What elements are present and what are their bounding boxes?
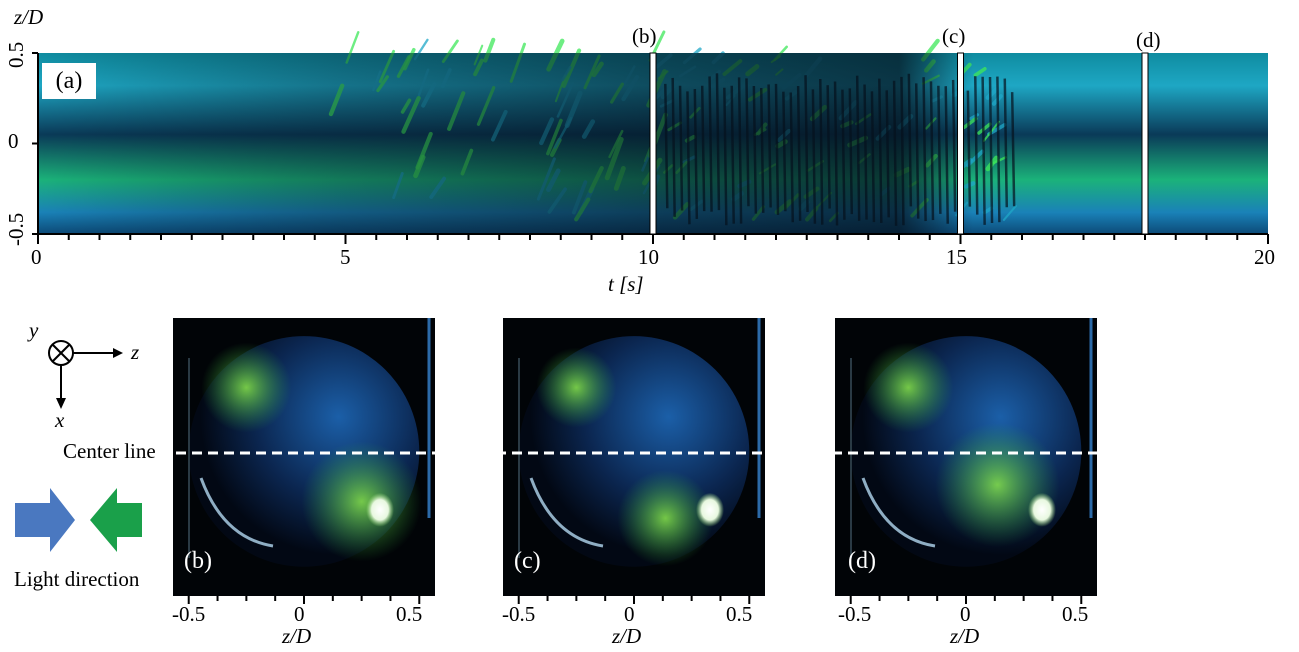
- blue-light-arrow-icon: [15, 488, 75, 552]
- snapshot-b-tick-neg: -0.5: [172, 602, 206, 626]
- snapshot-b-tick-zero: 0: [294, 602, 305, 626]
- green-dye-region: [201, 342, 292, 433]
- bright-spot: [1027, 492, 1056, 527]
- snapshot-b-axis-label: z/D: [282, 624, 312, 648]
- snapshot-d-axis-label: z/D: [950, 624, 980, 648]
- panel-a-x-axis-label: t [s]: [608, 274, 644, 295]
- snapshot-c-tick-neg: -0.5: [502, 602, 536, 626]
- orientation-x-label: x: [55, 408, 65, 432]
- marker-bar: [957, 52, 964, 235]
- marker-label-d: (d): [1136, 28, 1161, 52]
- x-tick-label-15: 15: [946, 245, 967, 269]
- panel-a-y-axis-label: z/D: [14, 5, 44, 29]
- green-dye-region: [935, 422, 1060, 547]
- light-direction-label: Light direction: [14, 567, 140, 591]
- y-tick-label-bottom: -0.5: [4, 212, 28, 246]
- green-dye-region: [301, 441, 422, 562]
- wall-reflection: [529, 477, 604, 548]
- x-axis-ticks: [37, 234, 1269, 244]
- x-tick-label-20: 20: [1254, 245, 1275, 269]
- y-tick-label-top: 0.5: [4, 41, 28, 68]
- green-light-arrow-icon: [90, 488, 142, 552]
- green-dye-region: [863, 342, 954, 433]
- panel-a-plot: [32, 30, 1269, 244]
- orientation-z-label: z: [131, 340, 140, 364]
- x-arrow-head: [56, 398, 66, 409]
- marker-bar: [649, 52, 657, 235]
- marker-label-c: (c): [942, 24, 966, 48]
- x-tick-label-5: 5: [340, 245, 351, 269]
- snapshot-c-axis-label: z/D: [612, 624, 642, 648]
- x-tick-label-10: 10: [638, 245, 659, 269]
- bright-spot: [365, 492, 394, 527]
- x-axis-label-text: t [s]: [608, 272, 644, 296]
- snapshot-b-tick-pos: 0.5: [396, 602, 423, 626]
- center-line-label: Center line: [63, 439, 156, 463]
- wall-reflection: [861, 477, 936, 548]
- marker-label-b: (b): [632, 24, 657, 48]
- wall-reflection: [199, 477, 274, 548]
- bright-spot: [695, 492, 724, 527]
- x-tick-label-0: 0: [31, 245, 42, 269]
- snapshot-panels: [173, 318, 1097, 604]
- snapshot-d-label: (d): [848, 548, 876, 574]
- time-markers: [649, 52, 1149, 235]
- orientation-diagram: [48, 340, 123, 409]
- y-tick-label-mid: 0: [8, 129, 19, 153]
- snapshot-d-tick-neg: -0.5: [838, 602, 872, 626]
- marker-bar: [1141, 52, 1149, 235]
- snapshot-d-tick-pos: 0.5: [1062, 602, 1089, 626]
- orientation-y-label: y: [29, 318, 39, 342]
- z-arrow-head: [113, 348, 123, 358]
- snapshot-b-label: (b): [184, 548, 212, 574]
- snapshot-c-tick-pos: 0.5: [726, 602, 753, 626]
- green-dye-region: [536, 347, 617, 428]
- snapshot-d-tick-zero: 0: [960, 602, 971, 626]
- y-axis-ticks: [32, 52, 38, 235]
- snapshot-c-label: (c): [514, 548, 541, 574]
- snapshot-c-tick-zero: 0: [624, 602, 635, 626]
- green-dye-region: [617, 470, 714, 567]
- panel-a-label: (a): [42, 63, 96, 99]
